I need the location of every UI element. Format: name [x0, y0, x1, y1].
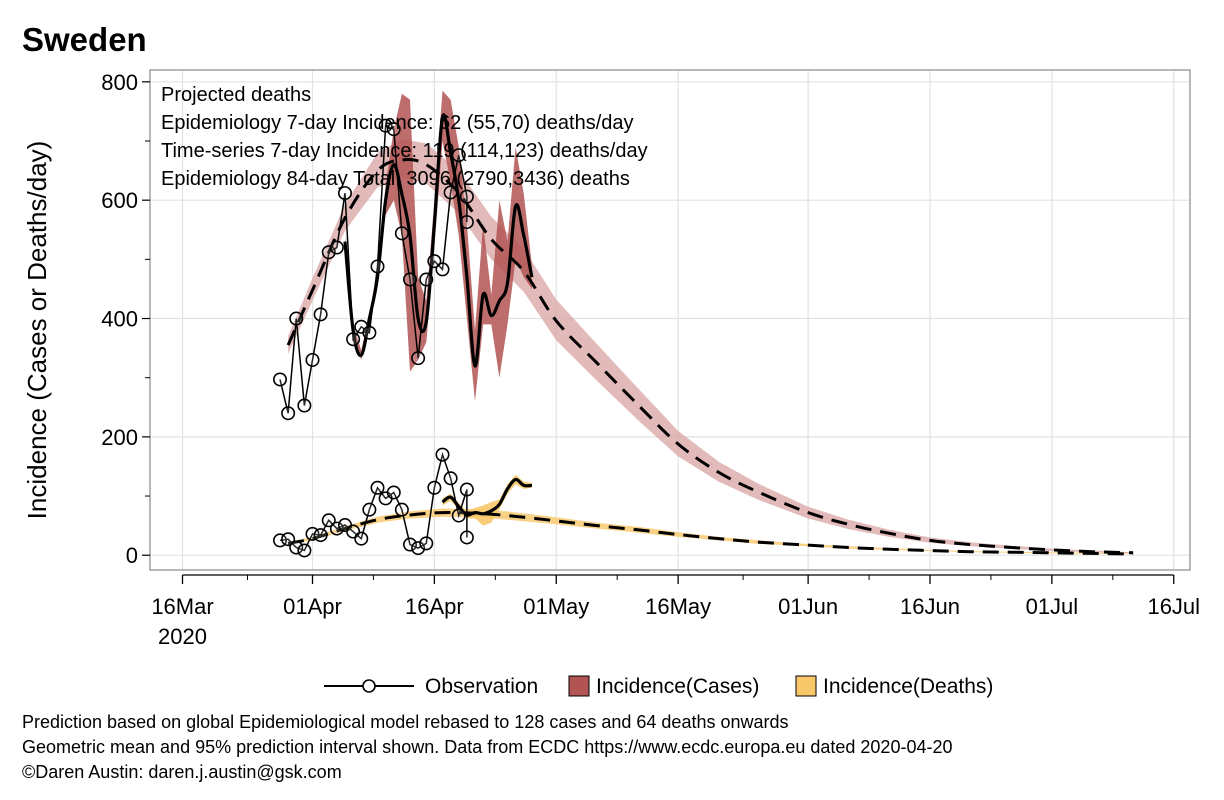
- observation-point: [313, 528, 328, 543]
- x-tick-label: 01Apr: [283, 594, 342, 619]
- y-tick-label: 800: [101, 70, 138, 95]
- observation-point: [313, 307, 328, 322]
- observation-point: [419, 536, 434, 551]
- observation-point: [305, 352, 320, 367]
- observation-point: [370, 259, 385, 274]
- annotation-block: Projected deaths Epidemiology 7-day Inci…: [161, 84, 648, 190]
- observation-point: [337, 186, 352, 201]
- observation-point: [411, 541, 426, 556]
- observation-point: [402, 272, 417, 287]
- observation-point: [427, 254, 442, 269]
- x-tick-label: 16Apr: [405, 594, 464, 619]
- annotation-line-1: Projected deaths: [161, 84, 311, 106]
- observation-point: [329, 521, 344, 536]
- gridlines: [150, 70, 1190, 570]
- observation-point: [272, 372, 287, 387]
- observation-point: [378, 118, 393, 133]
- observation-point: [402, 537, 417, 552]
- legend-observation-marker: [362, 679, 376, 693]
- observation-point: [354, 531, 369, 546]
- observation-point: [370, 480, 385, 495]
- observation-point: [321, 513, 336, 528]
- observation-point: [459, 189, 474, 204]
- plot-frame: [149, 69, 1191, 571]
- chart-title: Sweden: [22, 21, 147, 58]
- x-tick-label: 01May: [523, 594, 589, 619]
- observation-point: [321, 245, 336, 260]
- observation-point: [435, 262, 450, 277]
- observation-point: [281, 406, 296, 421]
- legend: Observation Incidence(Cases) Incidence(D…: [324, 675, 993, 698]
- legend-cases-label: Incidence(Cases): [596, 675, 759, 698]
- observation-point: [419, 272, 434, 287]
- observation-point: [346, 332, 361, 347]
- observation-point: [459, 530, 474, 545]
- observation-point: [435, 447, 450, 462]
- legend-deaths-swatch: [795, 675, 817, 697]
- observation-point: [459, 482, 474, 497]
- observation-point: [443, 471, 458, 486]
- y-tick-label: 600: [101, 188, 138, 213]
- x-tick-label: 01Jul: [1026, 594, 1079, 619]
- annotation-line-3: Time-series 7-day Incidence: 119 (114,12…: [161, 140, 648, 162]
- y-tick-label: 400: [101, 307, 138, 332]
- footer-line-3: ©Daren Austin: daren.j.austin@gsk.com: [22, 762, 342, 782]
- observation-point: [329, 240, 344, 255]
- axes: 0 200 400 600 800 16Mar 2020 01Apr 16Apr 01May 16M…: [101, 70, 1200, 649]
- legend-cases-swatch: [568, 675, 590, 697]
- x-tick-label: 16May: [645, 594, 711, 619]
- annotation-line-2: Epidemiology 7-day Incidence: 62 (55,70)…: [161, 112, 634, 134]
- observation-point: [411, 351, 426, 366]
- observation-point: [459, 215, 474, 230]
- observation-point: [297, 543, 312, 558]
- observation-point: [289, 311, 304, 326]
- legend-deaths-label: Incidence(Deaths): [823, 675, 993, 698]
- observation-point: [281, 532, 296, 547]
- observation-point: [443, 185, 458, 200]
- x-tick-label: 01Jun: [778, 594, 838, 619]
- observation-point: [289, 540, 304, 555]
- x-tick-label: 16Jul: [1147, 594, 1200, 619]
- observation-point: [451, 508, 466, 523]
- observation-point: [297, 398, 312, 413]
- y-tick-label: 200: [101, 425, 138, 450]
- observation-points: [272, 118, 474, 558]
- observation-point: [362, 325, 377, 340]
- deaths-obs-line: [279, 451, 468, 552]
- legend-observation-label: Observation: [425, 675, 538, 698]
- cases-ts-band: [345, 90, 532, 402]
- footer-line-2: Geometric mean and 95% prediction interv…: [22, 737, 953, 757]
- observation-point: [394, 502, 409, 517]
- x-tick-label: 16Jun: [900, 594, 960, 619]
- observation-point: [394, 226, 409, 241]
- footer-line-1: Prediction based on global Epidemiologic…: [22, 712, 789, 732]
- x-tick-label: 16Mar: [151, 594, 213, 619]
- observation-point: [451, 148, 466, 163]
- observation-point: [386, 485, 401, 500]
- observation-point: [427, 480, 442, 495]
- observation-point: [362, 502, 377, 517]
- x-tick-sublabel: 2020: [158, 624, 207, 649]
- y-axis-label: Incidence (Cases or Deaths/day): [22, 141, 52, 520]
- observation-point: [386, 122, 401, 137]
- annotation-line-4: Epidemiology 84-day Total: 3096 (2790,34…: [161, 168, 630, 190]
- y-tick-label: 0: [126, 543, 138, 568]
